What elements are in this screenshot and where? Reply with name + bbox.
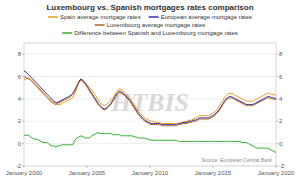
x-tick-label: January 2015 [195,170,232,176]
x-tick [276,166,277,168]
legend-label: European average mortgage rates [161,14,252,20]
y2-tick-label: 4 [279,96,283,102]
grid-line [24,54,276,55]
y-tick-label: -2 [16,163,22,169]
x-tick [24,166,25,168]
y2-tick-label: 2 [279,118,283,124]
y2-tick [276,76,278,77]
series-line [24,132,276,152]
y2-tick [276,98,278,99]
legend-swatch [95,24,105,26]
y-tick-label: 6 [18,74,22,80]
y-tick [22,121,24,122]
legend-item: Difference between Spanish and Luxembour… [62,30,238,36]
plot-frame [24,43,276,166]
y2-tick [276,143,278,144]
y2-tick [276,121,278,122]
legend-swatch [149,16,159,18]
x-tick-label: January 2005 [69,170,106,176]
legend-item: Luxembourg average mortgage rates [95,22,206,28]
x-tick [150,166,151,168]
y2-tick-label: 6 [279,74,283,80]
y-tick [22,98,24,99]
legend: Spain average mortgage rates European ave… [48,14,252,36]
y-tick-label: 0 [18,141,22,147]
y2-tick-label: 0 [279,141,283,147]
legend-label: Spain average mortgage rates [60,14,141,20]
series-line [24,71,276,125]
series-line [24,77,276,126]
y-tick [22,76,24,77]
x-tick-label: January 2000 [6,170,43,176]
legend-label: Difference between Spanish and Luxembour… [74,30,238,36]
y-tick [22,54,24,55]
y-tick-label: 2 [18,118,22,124]
legend-item: Spain average mortgage rates [48,14,141,20]
y2-tick [276,54,278,55]
chart: Luxembourg vs. Spanish mortgages rates c… [0,0,300,182]
legend-label: Luxembourg average mortgage rates [107,22,206,28]
y-tick-label: 4 [18,96,22,102]
lines [24,71,276,153]
x-tick-label: January 2010 [132,170,169,176]
y-tick-label: 8 [18,51,22,57]
x-tick [213,166,214,168]
y-tick [22,143,24,144]
title: Luxembourg vs. Spanish mortgages rates c… [46,3,253,12]
grid-line [24,76,276,77]
grid-line [24,143,276,144]
source-note: Source: European Central Bank [201,157,272,163]
legend-item: European average mortgage rates [149,14,252,20]
x-tick [87,166,88,168]
y2-tick-label: 8 [279,51,283,57]
y2-tick-label: -2 [279,163,285,169]
x-tick-label: January 2020 [258,170,295,176]
legend-swatch [48,16,58,18]
legend-swatch [62,32,72,34]
